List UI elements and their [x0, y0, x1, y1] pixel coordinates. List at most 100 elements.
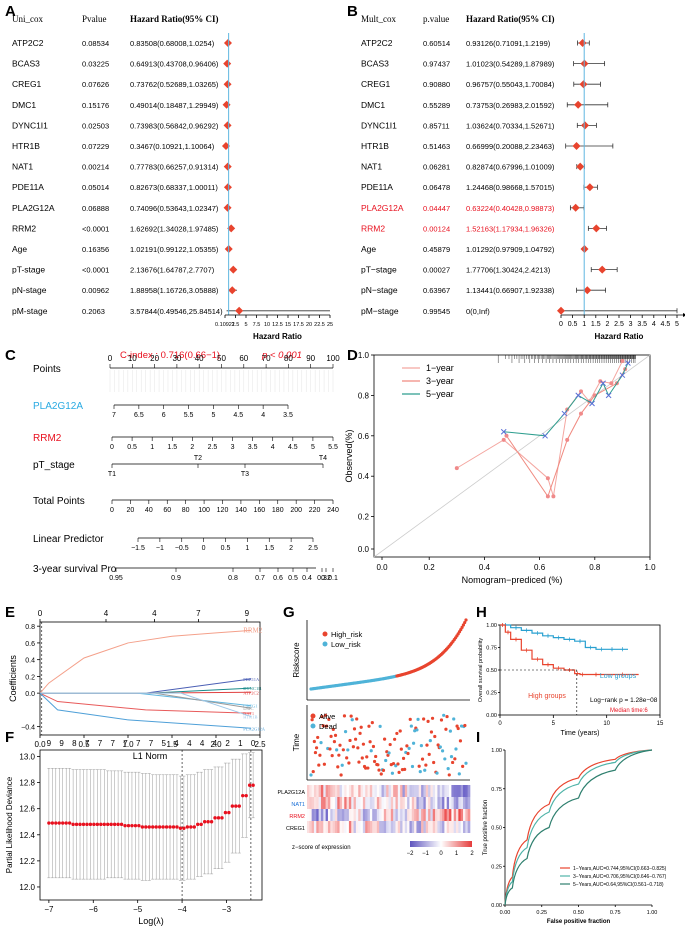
- time-point: [432, 760, 436, 765]
- forest-row-name: PLA2G12A: [361, 203, 404, 213]
- cv-top-tick-label: 7: [136, 739, 141, 748]
- cv-point: [140, 825, 145, 829]
- cv-frame: [39, 749, 263, 901]
- cv-point: [244, 793, 248, 798]
- heatmap-cell: [367, 797, 371, 809]
- time-point: [332, 740, 337, 744]
- heatmap-cell: [458, 797, 461, 809]
- time-point: [445, 714, 449, 719]
- cv-point: [230, 804, 235, 808]
- heatmap-cell: [467, 785, 471, 797]
- cv-point: [130, 823, 134, 828]
- forest-hr-marker: [592, 224, 601, 233]
- risk-legend-dot: [322, 641, 328, 647]
- heatmap-cell: [365, 809, 368, 821]
- time-point: [323, 713, 328, 717]
- forest-hr-marker: [221, 142, 230, 150]
- forest-hr-marker: [228, 286, 237, 295]
- cv-top-tick-label: 8: [72, 739, 77, 748]
- panel-e-lasso-coefficient-plot: 0.0 0.5 1.0 1.5 2.0 2.5−0.40.00.20.40.60.80 4 4…: [8, 609, 266, 761]
- heatmap-cell: [379, 797, 382, 809]
- heatmap-cell: [390, 797, 394, 809]
- lasso-x-label: L1 Norm: [133, 751, 168, 761]
- time-point: [347, 761, 351, 765]
- cv-top-tick-label: 1: [238, 739, 243, 748]
- forest-row-name: PDE11A: [361, 182, 393, 192]
- heatmap-cell: [344, 797, 347, 809]
- heatmap-cell: [446, 785, 450, 797]
- cv-x-tick-label: −3: [222, 905, 232, 914]
- panel-a-forest-plot: Uni_cox Pvalue Hazard Ratio(95% CI) ATP2C2 0…: [12, 14, 333, 341]
- forest-row-name: ATP2C2: [361, 38, 393, 48]
- roc-curve: [504, 749, 653, 906]
- heatmap-cell: [365, 821, 368, 833]
- forest-x-axis-label: Hazard Ratio: [595, 332, 644, 341]
- lasso-path-label: PDE11A: [243, 677, 260, 682]
- heatmap-cell: [334, 785, 338, 797]
- risk-legend-label: High_risk: [331, 630, 363, 639]
- forest-x-tick-label: 1: [582, 321, 586, 328]
- forest-x-tick-label: 2.5: [232, 322, 240, 328]
- time-point: [312, 739, 316, 744]
- forest-row-hr-text: 1.02191(0.99122,1.05355): [130, 245, 219, 254]
- calibration-x-label: Nomogram−prediced (%): [462, 575, 563, 585]
- cv-top-tick-label: 2: [225, 739, 230, 748]
- heatmap-cell: [390, 785, 394, 797]
- nomogram-tick-label: 4: [261, 412, 265, 419]
- heatmap-cell: [383, 821, 387, 833]
- time-point: [327, 717, 331, 721]
- forest-row-hr-text: 0.73983(0.56842,0.96292): [130, 121, 219, 130]
- time-point: [329, 734, 333, 738]
- cv-top-tick-label: 5: [162, 739, 167, 748]
- heatmap-cell: [316, 785, 319, 797]
- cv-point: [144, 825, 148, 829]
- calibration-x-tick-label: 0.8: [589, 563, 601, 572]
- forest-hr-marker: [223, 162, 232, 171]
- heatmap-cell: [323, 821, 326, 833]
- cv-point: [171, 825, 176, 829]
- heatmap-cell: [316, 797, 319, 809]
- lasso-frame: [39, 621, 261, 736]
- forest-row-pvalue: 0.07626: [82, 80, 109, 89]
- heatmap-cell: [423, 785, 427, 797]
- forest-x-tick-label: 4.5: [661, 321, 671, 328]
- calibration-x-tick-label: 1.0: [644, 563, 656, 572]
- nomogram-tick-label: 5: [311, 444, 315, 451]
- roc-y-tick-label: 0.75: [491, 787, 502, 793]
- cv-point: [106, 822, 110, 827]
- forest-row-pvalue: 0.06478: [423, 183, 450, 192]
- forest-hr-marker: [574, 100, 583, 109]
- forest-row-name: DYNC1I1: [361, 120, 397, 130]
- km-y-tick-label: 0.25: [486, 691, 497, 697]
- forest-hr-marker: [235, 306, 244, 315]
- heatmap-cell: [432, 821, 436, 833]
- forest-x-tick-label: 0.5: [568, 321, 578, 328]
- lasso-y-tick-label: 0.4: [25, 658, 35, 665]
- cv-point: [157, 825, 162, 829]
- time-point: [316, 735, 320, 740]
- forest-row-name: ATP2C2: [12, 38, 44, 48]
- heatmap-cell: [402, 809, 406, 821]
- heatmap-cell: [325, 809, 329, 821]
- heatmap-cell: [372, 809, 375, 821]
- heatmap-cell: [400, 785, 403, 797]
- heatmap-cell: [439, 797, 443, 809]
- forest-hr-marker: [576, 162, 585, 171]
- heatmap-cell: [360, 821, 364, 833]
- heatmap-cell: [316, 809, 319, 821]
- heatmap-cell: [337, 809, 340, 821]
- forest-row-name: DMC1: [361, 100, 385, 110]
- cv-point: [99, 822, 103, 827]
- nomogram-tick-label: 90: [306, 354, 315, 363]
- km-y-tick-label: 0.50: [486, 668, 497, 674]
- forest-row-hr-text: 0.63224(0.40428,0.98873): [466, 204, 555, 213]
- colorbar-tick-label: −2: [407, 851, 415, 857]
- heatmap-cell: [453, 809, 457, 821]
- nomogram-tick-label: 0.1: [328, 575, 338, 582]
- heatmap-cell: [467, 797, 471, 809]
- panel-b-forest-plot: Mult_cox p.value Hazard Ratio(95% CI) ATP2C…: [361, 14, 685, 341]
- heatmap-cell: [400, 809, 403, 821]
- heatmap-cell: [395, 809, 399, 821]
- heatmap-cell: [409, 785, 413, 797]
- heatmap-cell: [381, 797, 385, 809]
